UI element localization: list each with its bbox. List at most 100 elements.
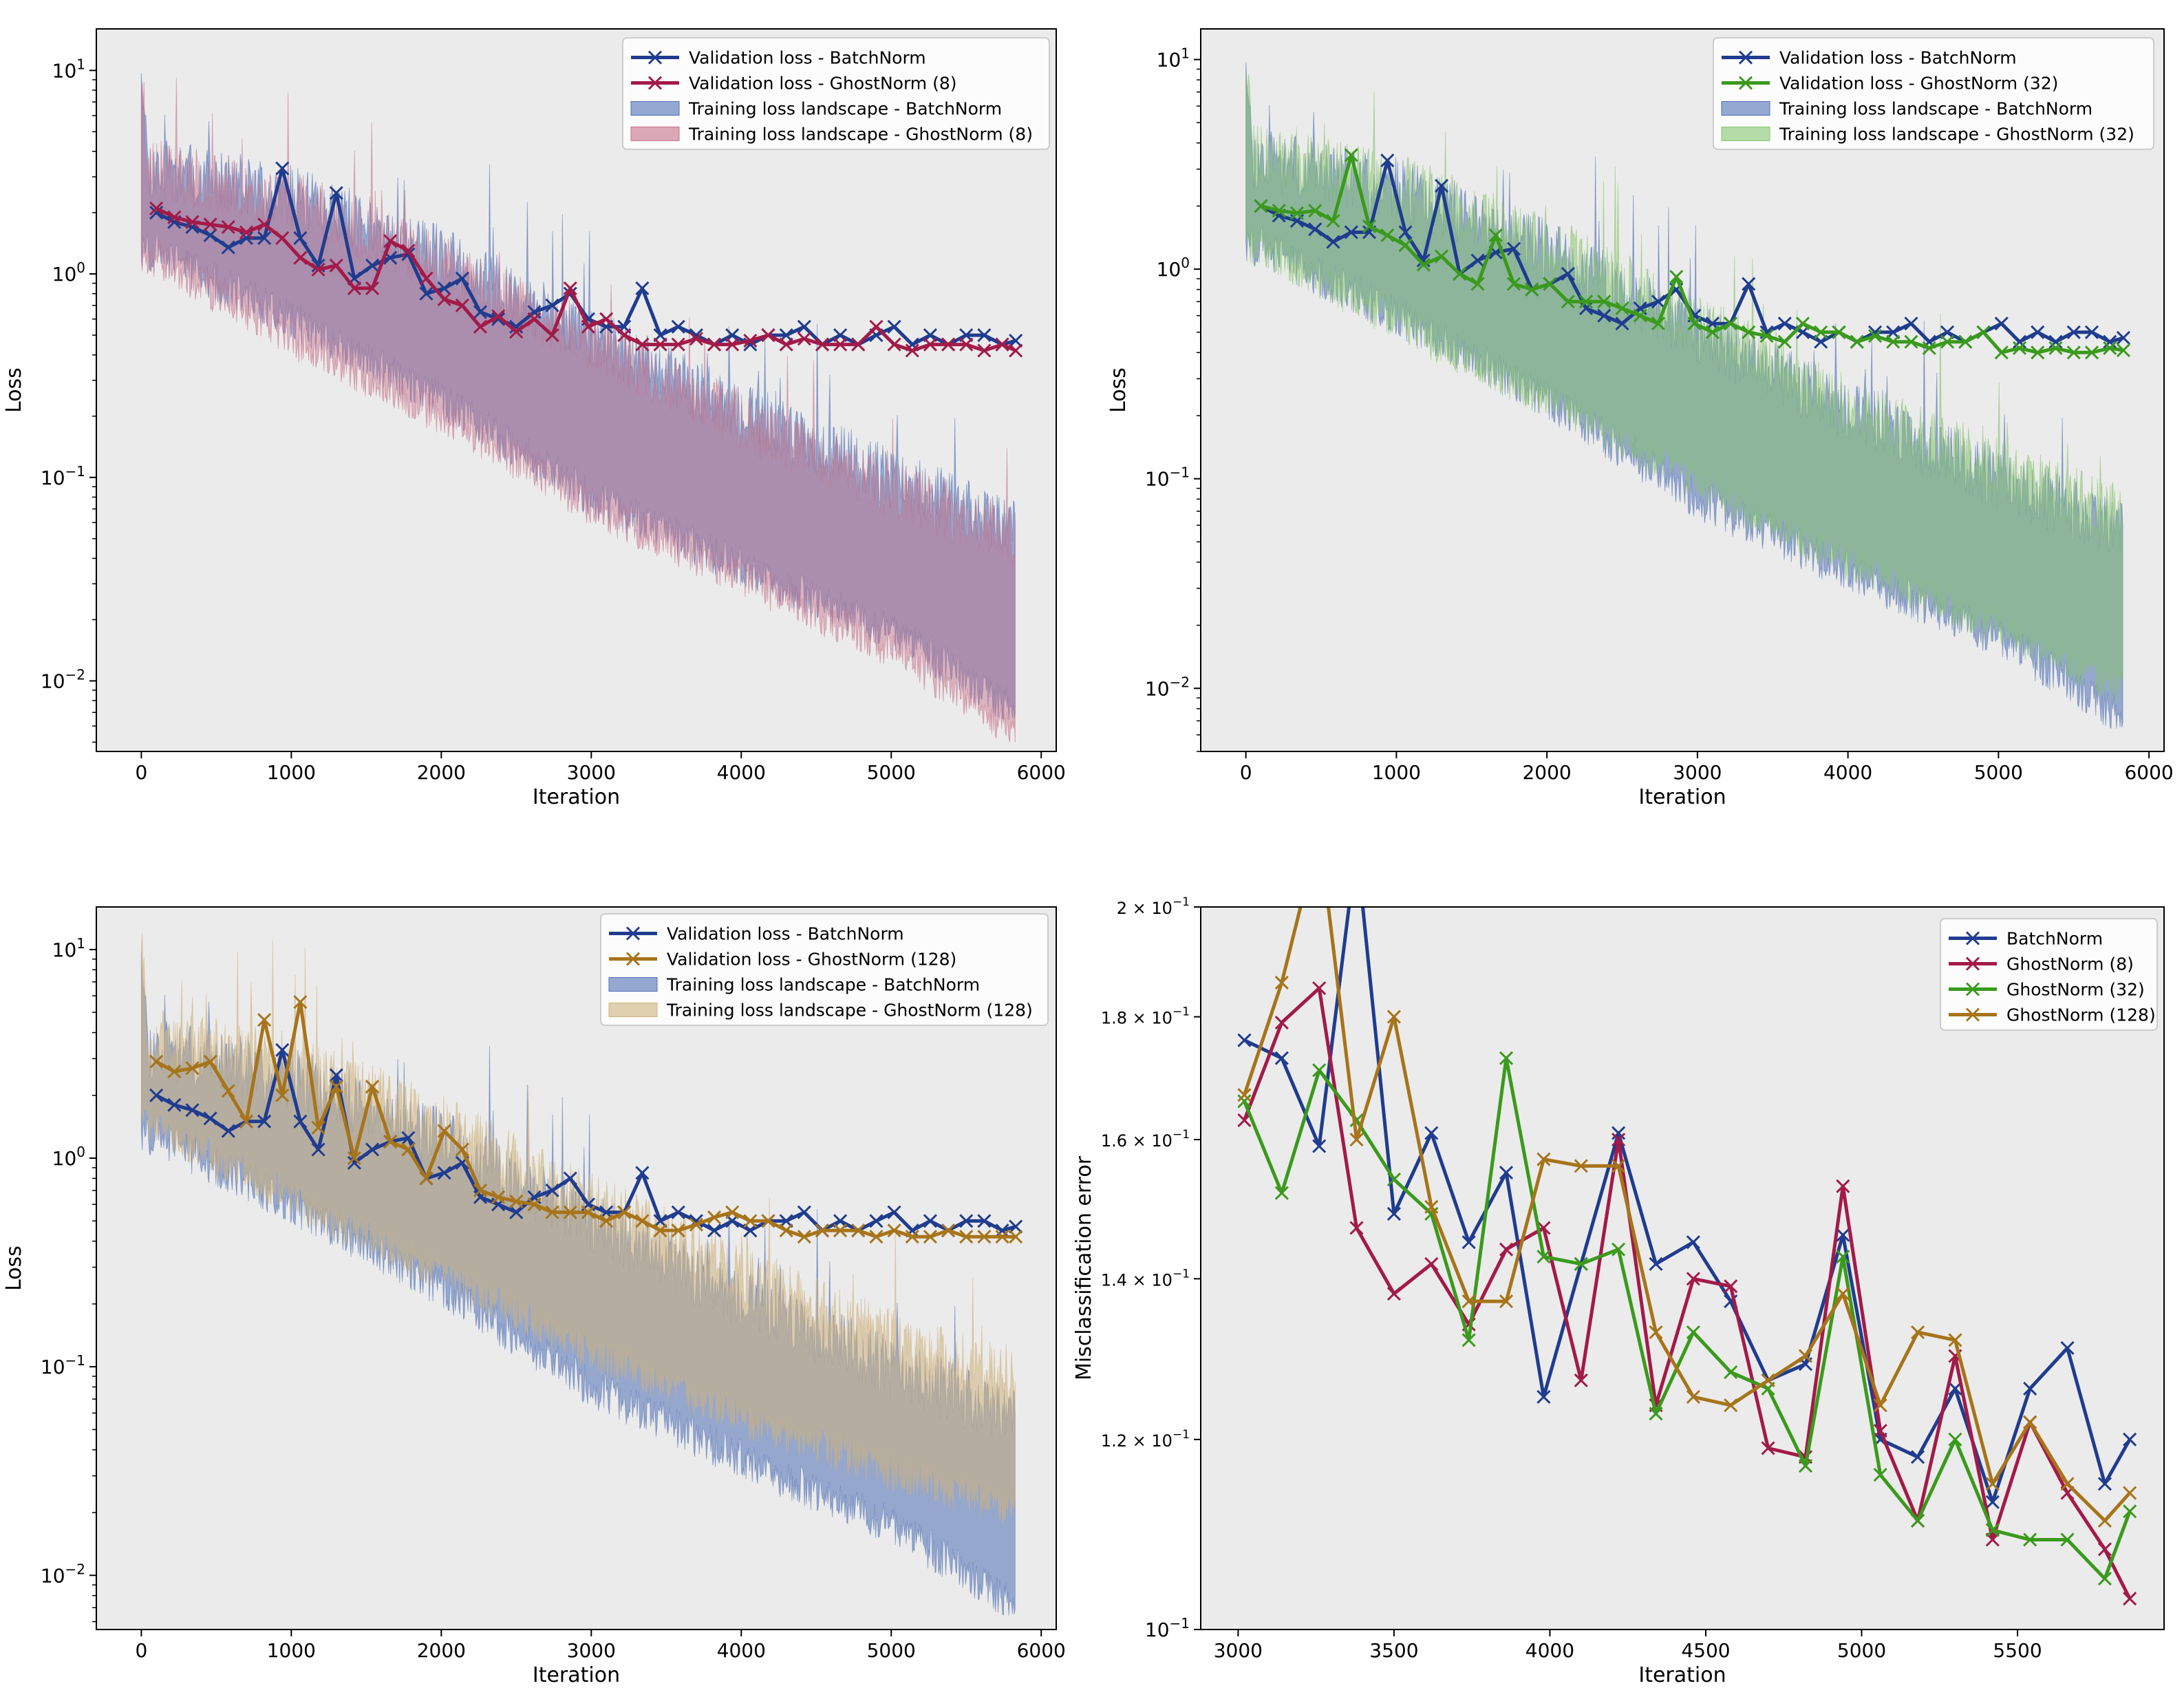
series-point-1-22	[545, 328, 559, 343]
series-point-0-46	[2084, 325, 2099, 339]
series-point-1-17	[455, 1142, 469, 1157]
y-axis-label: Loss	[2, 1246, 26, 1291]
series-point-0-40	[869, 1214, 884, 1228]
series-point-0-27	[635, 1166, 650, 1180]
chart-p1: 0 1000 2000 3000 4000 5000 6000 10−2 10−1 100 101 I…	[2, 28, 1066, 809]
series-point-0-41	[887, 1205, 901, 1219]
series-point-0-22	[545, 1183, 559, 1198]
series-point-1-9	[311, 1120, 325, 1135]
series-point-3-13	[1724, 1398, 1738, 1413]
series-point-1-45	[959, 1230, 974, 1244]
legend-label: GhostNorm (128)	[2006, 1005, 2156, 1025]
series-point-0-18	[473, 305, 488, 319]
series-point-1-35	[779, 1224, 793, 1238]
series-point-1-34	[761, 328, 775, 343]
legend-marker	[625, 952, 641, 966]
series-point-0-12	[1686, 1235, 1700, 1250]
series-point-1-45	[2066, 345, 2081, 360]
x-tick-label: 4000	[717, 761, 766, 784]
series-point-3-18	[1911, 1325, 1925, 1340]
series-point-0-17	[1561, 266, 1575, 281]
legend-swatch	[608, 977, 658, 992]
plot-content	[140, 72, 1023, 742]
series-point-1-8	[1398, 238, 1413, 253]
series-point-1-47	[995, 337, 1009, 352]
series-point-0-41	[887, 319, 901, 334]
x-tick-label: 5000	[867, 761, 916, 784]
x-tick-label: 2000	[1522, 761, 1571, 784]
series-point-0-8	[293, 231, 308, 246]
series-point-1-26	[617, 328, 632, 343]
series-point-0-1	[1274, 1051, 1289, 1065]
series-point-0-10	[329, 1068, 343, 1082]
series-point-1-32	[725, 337, 740, 352]
series-point-1-12	[365, 281, 380, 295]
series-point-1-4	[221, 220, 235, 234]
series-point-3-11	[1649, 1325, 1663, 1340]
legend-label: Validation loss - BatchNorm	[667, 924, 904, 944]
series-point-1-3	[203, 1054, 217, 1069]
series-point-1-44	[941, 1224, 956, 1238]
x-tick-label: 0	[1240, 761, 1252, 784]
series-point-1-10	[329, 1080, 343, 1094]
legend-marker	[1965, 1007, 1980, 1022]
series-point-1-20	[509, 324, 524, 339]
series-point-0-6	[257, 1114, 272, 1129]
series-point-1-2	[1289, 206, 1305, 220]
legend-swatch	[630, 127, 680, 141]
y-tick-label: 10−2	[41, 666, 85, 692]
series-point-1-38	[1940, 334, 1955, 349]
x-tick-label: 4500	[1681, 1639, 1730, 1662]
series-point-0-5	[1344, 225, 1358, 239]
legend-swatch	[608, 1003, 658, 1017]
series-point-0-5	[239, 231, 254, 246]
series-point-0-46	[977, 328, 992, 343]
series-point-0-23	[563, 1171, 577, 1186]
series-point-2-20	[1985, 1523, 2000, 1537]
series-point-1-45	[959, 337, 974, 352]
x-tick-label: 4000	[717, 1639, 766, 1662]
series-point-1-30	[689, 332, 703, 346]
series-point-2-9	[1574, 1257, 1588, 1271]
series-point-0-43	[2031, 325, 2045, 339]
series-point-0-47	[2103, 334, 2117, 349]
series-point-3-20	[1985, 1477, 2000, 1491]
series-point-1-38	[833, 337, 848, 352]
series-point-1-27	[635, 337, 650, 352]
series-point-3-12	[1686, 1389, 1700, 1404]
series-point-0-10	[1434, 178, 1449, 193]
y-tick-label: 10−2	[1145, 674, 1190, 700]
series-point-1-20	[1615, 301, 1629, 316]
series-point-1-10	[329, 258, 343, 273]
series-point-0-20	[509, 1205, 524, 1219]
series-point-0-16	[1836, 1228, 1850, 1242]
x-tick-label: 1000	[267, 761, 316, 784]
series-point-1-18	[473, 1183, 488, 1198]
x-tick-label: 5000	[867, 1639, 916, 1662]
series-point-1-15	[419, 271, 433, 286]
series-point-3-23	[2097, 1513, 2112, 1528]
legend: BatchNorm GhostNorm (8) GhostNorm (32) Ghos…	[1940, 918, 2158, 1031]
series-point-1-22	[1651, 317, 1666, 331]
series-point-1-1	[167, 1065, 182, 1079]
series-point-1-31	[707, 337, 722, 352]
series-point-0-22	[1651, 295, 1666, 309]
series-point-0-11	[1649, 1257, 1663, 1271]
axes-frame	[1200, 906, 2165, 1630]
series-point-3-22	[2060, 1477, 2075, 1491]
series-point-1-36	[1904, 334, 1918, 349]
y-axis-label: Loss	[1106, 367, 1131, 413]
legend-label: Validation loss - GhostNorm (128)	[667, 950, 956, 970]
series-point-1-17	[455, 298, 469, 312]
series-point-1-23	[2097, 1542, 2112, 1557]
series-point-0-29	[671, 319, 685, 334]
series-point-3-14	[1761, 1373, 1775, 1387]
series-point-3-1	[1274, 975, 1289, 990]
series-point-1-46	[977, 1230, 992, 1244]
series-point-2-19	[1948, 1432, 1962, 1446]
series-point-1-37	[815, 1224, 830, 1238]
series-point-1-34	[1867, 329, 1883, 343]
series-point-0-15	[419, 286, 433, 301]
series-point-1-6	[257, 1013, 272, 1027]
